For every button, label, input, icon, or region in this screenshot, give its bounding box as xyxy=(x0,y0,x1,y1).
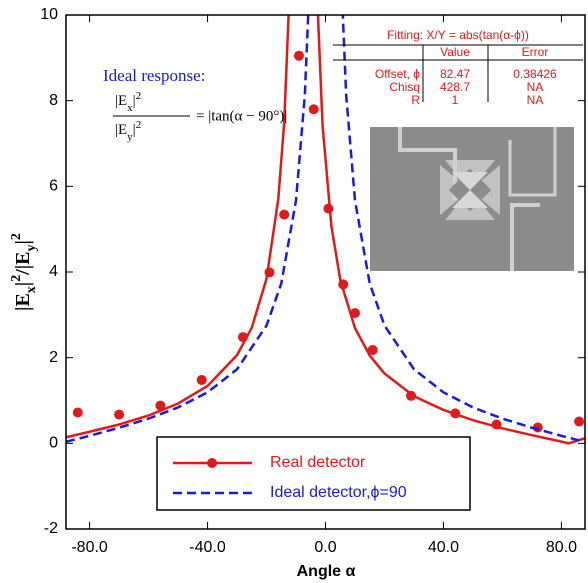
data-point xyxy=(574,416,585,427)
text-part: y xyxy=(127,131,133,143)
legend: Real detector Ideal detector,ϕ=90 xyxy=(173,454,407,501)
x-tick-label: 0.0 xyxy=(314,539,336,556)
data-point xyxy=(72,407,83,418)
y-tick-label: 6 xyxy=(49,178,58,195)
formula-rhs: = |tan(α − 90°)| xyxy=(196,108,287,124)
text-part: 2 xyxy=(136,119,142,131)
x-tick-label: 40.0 xyxy=(428,539,459,556)
data-point xyxy=(196,374,207,385)
text-part: 2 xyxy=(9,233,24,240)
text-part: y xyxy=(24,244,39,251)
x-tick-label: -80.0 xyxy=(71,539,108,556)
text-part: |E xyxy=(115,93,127,109)
table-cell: R xyxy=(411,93,420,107)
legend-box xyxy=(156,436,471,511)
table-cell: NA xyxy=(527,80,544,94)
data-point xyxy=(349,308,360,319)
inset-image xyxy=(370,127,574,271)
data-point xyxy=(308,104,319,115)
y-tick-label: 10 xyxy=(40,6,58,23)
table-header: Error xyxy=(522,45,549,59)
text-part: | xyxy=(133,93,136,109)
table-cell: Offset, ϕ xyxy=(375,67,420,81)
table-cell: Chisq xyxy=(389,80,420,94)
text-part: |E xyxy=(115,122,127,138)
data-point xyxy=(406,390,417,401)
legend-label: Ideal detector,ϕ=90 xyxy=(270,484,407,501)
text-part: /|E xyxy=(12,251,34,275)
text-part: | xyxy=(12,240,34,244)
annotation-title: Ideal response: xyxy=(103,66,205,85)
table-header: Value xyxy=(440,45,470,59)
text-part: 2 xyxy=(9,275,24,282)
table-cell: 82.47 xyxy=(440,67,470,81)
x-tick-label: -40.0 xyxy=(189,539,226,556)
data-point xyxy=(293,50,304,61)
series-line xyxy=(66,15,585,444)
legend-label: Real detector xyxy=(270,454,366,471)
y-tick-label: 8 xyxy=(49,92,58,109)
fit-table: Fitting: X/Y = abs(tan(α-ϕ)) Value Error… xyxy=(333,28,583,107)
y-tick-label: -2 xyxy=(44,520,58,537)
text-part: x xyxy=(127,102,133,114)
formula-numerator: |Ex|2 xyxy=(115,90,141,114)
legend-marker xyxy=(207,458,217,468)
data-point xyxy=(450,408,461,419)
data-point xyxy=(367,344,378,355)
data-point xyxy=(491,419,502,430)
text-part: | xyxy=(12,282,34,286)
data-point xyxy=(155,400,166,411)
y-tick-label: 4 xyxy=(49,263,58,280)
data-point xyxy=(338,279,349,290)
text-part: x xyxy=(24,286,39,293)
table-cell: 1 xyxy=(452,93,459,107)
y-axis-label: |Ex|2/|Ey|2 xyxy=(9,233,39,311)
x-tick-label: 80.0 xyxy=(546,539,577,556)
y-tick-label: 2 xyxy=(49,349,58,366)
table-cell: NA xyxy=(527,93,544,107)
table-title: Fitting: X/Y = abs(tan(α-ϕ)) xyxy=(387,28,529,42)
data-point xyxy=(264,267,275,278)
data-point xyxy=(323,203,334,214)
table-cell: 0.38426 xyxy=(513,67,557,81)
table-cell: 428.7 xyxy=(440,80,470,94)
plot-area xyxy=(66,15,585,445)
text-part: |E xyxy=(12,293,34,311)
data-point xyxy=(237,332,248,343)
y-tick-label: 0 xyxy=(49,435,58,452)
text-part: | xyxy=(133,122,136,138)
data-point xyxy=(279,209,290,220)
text-part: 2 xyxy=(136,90,142,102)
x-axis-label: Angle α xyxy=(297,563,356,580)
data-point xyxy=(114,409,125,420)
data-point xyxy=(532,422,543,433)
formula-denominator: |Ey|2 xyxy=(115,119,141,143)
